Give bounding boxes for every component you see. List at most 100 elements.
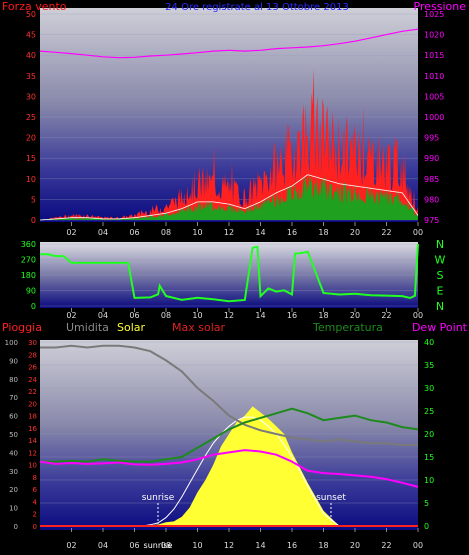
wind-tick-label: 50 (26, 10, 36, 19)
wind-tick-label: 0 (31, 216, 36, 225)
wind-y-ticks: 0 5 10 15 20 25 30 35 40 45 50 (26, 10, 36, 225)
wind-gust-line (39, 174, 419, 221)
humidity-tick-label: 30 (9, 468, 18, 476)
legend-temperature: Temperatura (312, 321, 383, 334)
direction-tick-label: 270 (21, 256, 36, 265)
wind-x-tick-label: 20 (350, 228, 360, 237)
wind-x-tick-label: 18 (318, 228, 328, 237)
rain-tick-label: 26 (28, 364, 37, 372)
sunset-label: sunset (316, 493, 346, 503)
rain-tick-label: 16 (28, 425, 37, 433)
wind-x-tick-label: 06 (129, 228, 139, 237)
wind-tick-label: 25 (26, 113, 36, 122)
pressure-line (39, 28, 419, 59)
direction-x-tick-label: 06 (129, 311, 139, 320)
direction-x-tick-label: 02 (66, 311, 76, 320)
wind-average-area (40, 174, 418, 220)
wind-tick-label: 35 (26, 72, 36, 81)
compass-label: E (437, 285, 444, 298)
direction-x-ticks: 02 04 06 08 10 12 14 16 18 20 22 00 (66, 308, 423, 320)
compass-label: S (437, 269, 444, 282)
rain-tick-label: 2 (33, 511, 37, 519)
climate-x-tick-label: 18 (318, 541, 328, 550)
rain-tick-label: 10 (28, 462, 37, 470)
temperature-tick-label: 0 (424, 522, 429, 531)
wind-x-tick-label: 22 (381, 228, 391, 237)
temperature-tick-label: 5 (424, 499, 429, 508)
pressure-axis-label: Pressione (414, 0, 467, 13)
humidity-tick-label: 50 (9, 431, 18, 439)
wind-x-tick-label: 12 (224, 228, 234, 237)
dew-point-line (39, 449, 419, 488)
climate-x-tick-label: 04 (98, 541, 108, 550)
temperature-tick-label: 15 (424, 453, 434, 462)
temperature-y-ticks: 0 5 10 15 20 25 30 35 40 (424, 338, 434, 531)
solar-area (40, 406, 418, 526)
rain-tick-label: 0 (33, 523, 37, 531)
wind-tick-label: 40 (26, 51, 36, 60)
climate-x-tick-label: 12 (224, 541, 234, 550)
direction-x-tick-label: 12 (224, 311, 234, 320)
sunrise-axis-label: sunrise (144, 541, 173, 550)
wind-tick-label: 30 (26, 92, 36, 101)
direction-x-tick-label: 04 (98, 311, 108, 320)
climate-x-tick-label: 08 (161, 541, 171, 550)
direction-x-tick-label: 22 (381, 311, 391, 320)
rain-tick-label: 30 (28, 339, 37, 347)
temperature-tick-label: 30 (424, 384, 434, 393)
rain-tick-label: 14 (28, 437, 37, 445)
direction-x-tick-label: 16 (287, 311, 297, 320)
rain-tick-label: 20 (28, 400, 37, 408)
rain-tick-label: 18 (28, 413, 37, 421)
climate-x-tick-label: 22 (381, 541, 391, 550)
pressure-tick-label: 1025 (424, 10, 444, 19)
temperature-tick-label: 40 (424, 338, 434, 347)
pressure-tick-label: 980 (424, 195, 439, 204)
climate-x-tick-label: 00 (413, 541, 423, 550)
legend-humidity: Umidita (66, 321, 109, 334)
direction-line (40, 243, 419, 303)
direction-tick-label: 90 (26, 287, 36, 296)
pressure-tick-label: 1000 (424, 113, 444, 122)
wind-tick-label: 10 (26, 175, 36, 184)
climate-x-tick-label: 06 (129, 541, 139, 550)
humidity-tick-label: 70 (9, 394, 18, 402)
humidity-line (40, 344, 418, 446)
climate-x-tick-label: 16 (287, 541, 297, 550)
pressure-tick-label: 1005 (424, 92, 444, 101)
legend-solar: Solar (117, 321, 146, 334)
pressure-tick-label: 990 (424, 154, 439, 163)
direction-x-tick-label: 00 (413, 311, 423, 320)
humidity-tick-label: 90 (9, 357, 18, 365)
pressure-tick-label: 975 (424, 216, 439, 225)
temperature-tick-label: 10 (424, 476, 434, 485)
humidity-y-ticks: 0 10 20 30 40 50 60 70 80 90 100 (5, 339, 18, 531)
pressure-tick-label: 985 (424, 175, 439, 184)
rain-tick-label: 28 (28, 351, 37, 359)
direction-x-tick-label: 20 (350, 311, 360, 320)
rain-tick-label: 24 (28, 376, 37, 384)
wind-x-tick-label: 10 (192, 228, 202, 237)
direction-x-tick-label: 18 (318, 311, 328, 320)
pressure-tick-label: 995 (424, 134, 439, 143)
rain-tick-label: 22 (28, 388, 37, 396)
rain-tick-label: 6 (33, 486, 38, 494)
rain-tick-label: 4 (33, 498, 38, 506)
legend-rain: Pioggia (2, 321, 42, 334)
temperature-tick-label: 35 (424, 361, 434, 370)
direction-gridlines (40, 243, 418, 307)
wind-x-tick-label: 02 (66, 228, 76, 237)
climate-x-tick-label: 10 (192, 541, 202, 550)
rain-tick-label: 8 (33, 474, 37, 482)
humidity-tick-label: 100 (5, 339, 18, 347)
humidity-tick-label: 10 (9, 505, 18, 513)
wind-x-tick-label: 08 (161, 228, 171, 237)
wind-tick-label: 5 (31, 195, 36, 204)
wind-series (39, 68, 419, 221)
humidity-tick-label: 0 (14, 523, 18, 531)
rain-tick-label: 12 (28, 449, 37, 457)
direction-x-tick-label: 10 (192, 311, 202, 320)
